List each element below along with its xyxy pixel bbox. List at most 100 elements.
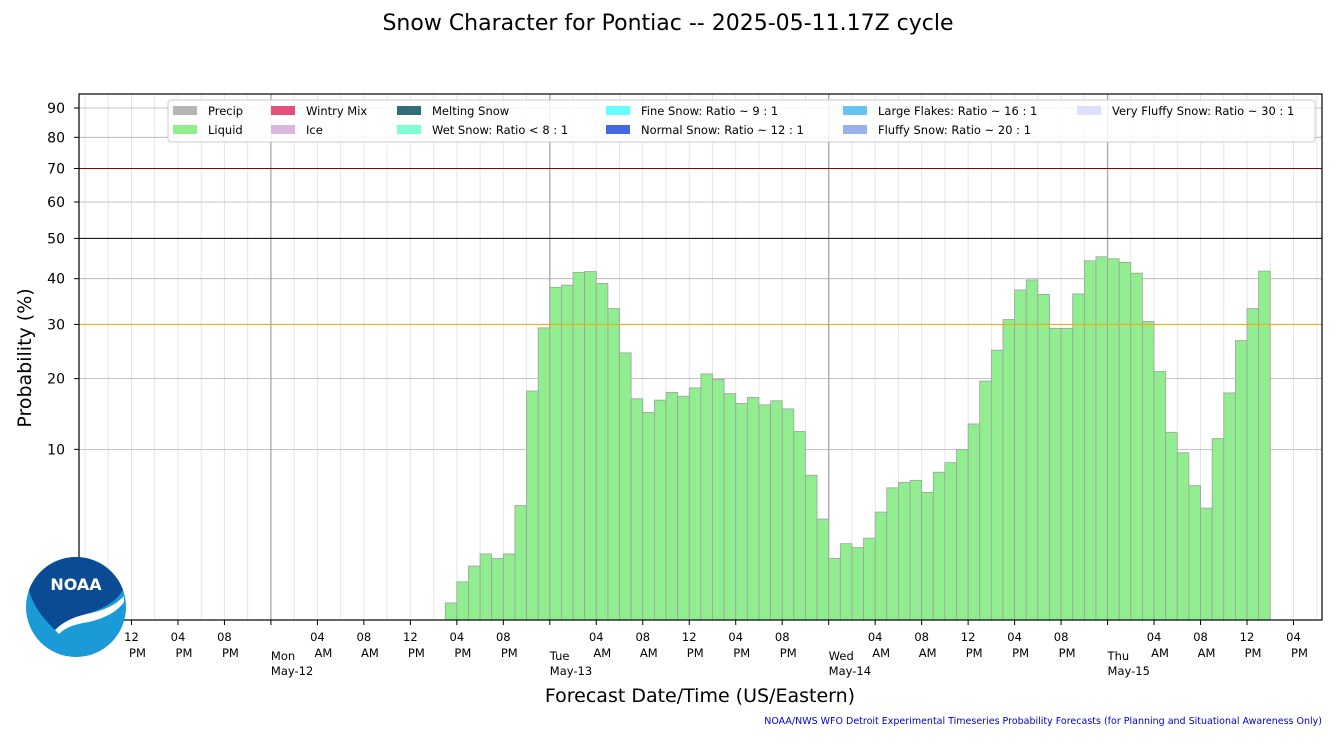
liquid-bar [1130, 272, 1143, 621]
liquid-bar [863, 537, 876, 621]
liquid-bar [898, 482, 911, 621]
liquid-bar [770, 400, 783, 621]
y-tick-label: 50 [47, 231, 65, 247]
liquid-bar [700, 373, 713, 621]
liquid-bar [514, 505, 527, 621]
x-hour-label: 12 [1240, 630, 1255, 644]
liquid-bar [839, 543, 853, 621]
x-day-label: Thu [1107, 649, 1130, 663]
x-axis-label: Forecast Date/Time (US/Eastern) [545, 685, 855, 707]
x-hour-label: 04 [450, 630, 465, 644]
x-hour-label: 08 [1054, 630, 1069, 644]
liquid-bar [1246, 308, 1260, 621]
liquid-bar [444, 602, 458, 621]
liquid-bar [1188, 485, 1201, 621]
liquid-bar [1014, 289, 1027, 621]
liquid-bar [537, 327, 551, 621]
liquid-bar [653, 399, 667, 621]
liquid-bar [688, 387, 702, 621]
liquid-bar [630, 398, 644, 621]
noaa-logo-text: NOAA [50, 575, 102, 594]
liquid-bar [805, 474, 818, 621]
liquid-bar [1142, 321, 1155, 621]
x-ampm-label: PM [780, 646, 797, 660]
liquid-bar [1176, 452, 1190, 621]
legend-label: Ice [306, 123, 323, 137]
y-tick-label: 10 [47, 442, 65, 458]
liquid-bar [735, 403, 748, 621]
legend-swatch [397, 125, 421, 134]
x-hour-label: 04 [728, 630, 743, 644]
y-tick-label: 40 [47, 272, 65, 288]
liquid-bar [723, 393, 737, 621]
liquid-bar [642, 411, 655, 621]
liquid-bar [828, 558, 841, 621]
x-ampm-label: PM [454, 646, 471, 660]
liquid-bar [1060, 327, 1074, 621]
liquid-bar [1223, 392, 1236, 621]
x-ampm-label: AM [1198, 646, 1216, 660]
liquid-bar [561, 284, 574, 621]
liquid-bar [816, 518, 830, 621]
x-ampm-label: PM [408, 646, 425, 660]
x-ampm-label: PM [733, 646, 750, 660]
x-hour-label: 08 [775, 630, 790, 644]
y-axis-label: Probability (%) [14, 288, 36, 427]
x-ampm-label: PM [176, 646, 193, 660]
liquid-bar [1095, 256, 1108, 621]
liquid-bar [468, 565, 481, 621]
liquid-bar [1072, 293, 1085, 621]
liquid-bar [1025, 279, 1039, 621]
liquid-bar [758, 404, 771, 621]
x-ampm-label: AM [919, 646, 937, 660]
threshold-layer [79, 167, 1322, 325]
x-hour-label: 08 [635, 630, 650, 644]
y-tick-label: 60 [47, 195, 65, 211]
legend-swatch [1077, 106, 1101, 115]
liquid-bar [1211, 438, 1225, 621]
liquid-bar [1118, 262, 1132, 621]
x-hour-label: 08 [496, 630, 511, 644]
x-ampm-label: AM [593, 646, 611, 660]
liquid-bar [909, 479, 923, 621]
legend-swatch [271, 125, 295, 134]
x-ampm-label: AM [315, 646, 333, 660]
x-hour-label: 08 [217, 630, 232, 644]
liquid-bar [793, 431, 806, 621]
x-day-label: Mon [271, 649, 295, 663]
liquid-bar [549, 286, 562, 621]
liquid-bar [677, 395, 690, 621]
legend-box [167, 99, 1316, 143]
x-ampm-label: PM [1059, 646, 1076, 660]
x-day-label: Wed [829, 649, 854, 663]
legend-label: Liquid [208, 123, 243, 137]
x-hour-label: 12 [403, 630, 418, 644]
liquid-bar [1200, 507, 1213, 621]
liquid-bar [607, 308, 620, 621]
x-hour-label: 04 [1007, 630, 1022, 644]
y-tick-label: 90 [47, 101, 65, 117]
legend-swatch [173, 106, 197, 115]
x-ampm-label: AM [872, 646, 890, 660]
liquid-bar [851, 547, 864, 621]
y-tick-label: 80 [47, 130, 65, 146]
x-hour-label: 04 [310, 630, 325, 644]
legend-swatch [606, 106, 630, 115]
legend-label: Wet Snow: Ratio < 8 : 1 [432, 123, 568, 137]
liquid-bar [1107, 258, 1120, 621]
x-ampm-label: AM [1151, 646, 1169, 660]
liquid-bar [595, 283, 609, 621]
liquid-bar [491, 558, 504, 621]
x-date-label: May-12 [271, 664, 313, 678]
x-hour-label: 04 [171, 630, 186, 644]
legend: Precip Liquid Wintry Mix Ice Melting Snow Wet… [167, 99, 1316, 143]
legend-swatch [173, 125, 197, 134]
liquid-bar [665, 391, 679, 621]
liquid-bar [526, 390, 539, 621]
legend-swatch [397, 106, 421, 115]
liquid-bar [456, 581, 469, 621]
liquid-bar [1037, 294, 1050, 621]
liquid-bar [1002, 319, 1015, 621]
